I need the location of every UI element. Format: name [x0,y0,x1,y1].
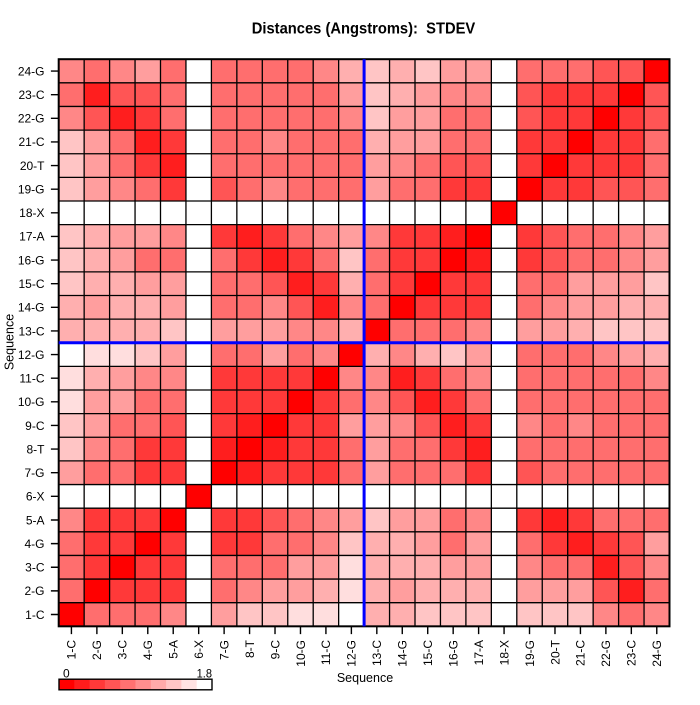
svg-text:12-G: 12-G [345,640,359,667]
svg-text:20-T: 20-T [20,159,45,173]
svg-text:4-G: 4-G [24,537,44,551]
svg-text:1.8: 1.8 [197,666,213,680]
svg-text:15-C: 15-C [18,277,44,291]
svg-text:1-C: 1-C [25,608,45,622]
svg-text:6-X: 6-X [192,640,206,659]
svg-text:14-G: 14-G [18,301,45,315]
svg-text:22-G: 22-G [599,640,613,667]
svg-text:21-C: 21-C [574,640,588,666]
svg-text:3-C: 3-C [25,561,45,575]
svg-text:10-G: 10-G [18,395,45,409]
svg-text:1-C: 1-C [65,640,79,660]
svg-text:16-G: 16-G [18,253,45,267]
svg-text:13-C: 13-C [370,640,384,666]
svg-text:23-C: 23-C [625,640,639,666]
svg-text:17-A: 17-A [19,230,44,244]
svg-text:4-G: 4-G [141,640,155,660]
svg-text:5-A: 5-A [167,640,181,659]
svg-text:10-G: 10-G [294,640,308,667]
svg-text:11-C: 11-C [319,640,333,665]
svg-text:17-A: 17-A [472,640,486,665]
svg-text:7-G: 7-G [217,640,231,660]
svg-text:Sequence: Sequence [337,671,393,685]
svg-text:15-C: 15-C [421,640,435,666]
svg-text:16-G: 16-G [446,640,460,667]
svg-text:6-X: 6-X [26,490,45,504]
svg-text:3-C: 3-C [116,640,130,660]
svg-text:13-C: 13-C [18,324,44,338]
svg-text:18-X: 18-X [19,206,44,220]
svg-text:22-G: 22-G [18,112,45,126]
svg-text:7-G: 7-G [24,466,44,480]
svg-text:12-G: 12-G [18,348,45,362]
svg-text:24-G: 24-G [18,64,45,78]
svg-text:21-C: 21-C [18,135,44,149]
svg-text:19-G: 19-G [523,640,537,667]
svg-text:24-G: 24-G [650,640,664,667]
svg-text:2-G: 2-G [90,640,104,660]
svg-text:9-C: 9-C [25,419,45,433]
svg-text:20-T: 20-T [548,639,562,664]
svg-text:14-G: 14-G [396,640,410,667]
svg-text:11-C: 11-C [19,372,44,386]
svg-text:Distances (Angstroms): STDEV: Distances (Angstroms): STDEV [252,21,476,38]
svg-text:23-C: 23-C [18,88,44,102]
svg-text:8-T: 8-T [27,442,46,456]
svg-text:8-T: 8-T [243,639,257,658]
svg-text:18-X: 18-X [497,640,511,665]
svg-text:19-G: 19-G [18,182,45,196]
svg-text:2-G: 2-G [24,584,44,598]
svg-text:Sequence: Sequence [3,314,17,370]
svg-text:5-A: 5-A [26,513,45,527]
svg-text:9-C: 9-C [268,640,282,660]
svg-text:0: 0 [63,666,70,680]
